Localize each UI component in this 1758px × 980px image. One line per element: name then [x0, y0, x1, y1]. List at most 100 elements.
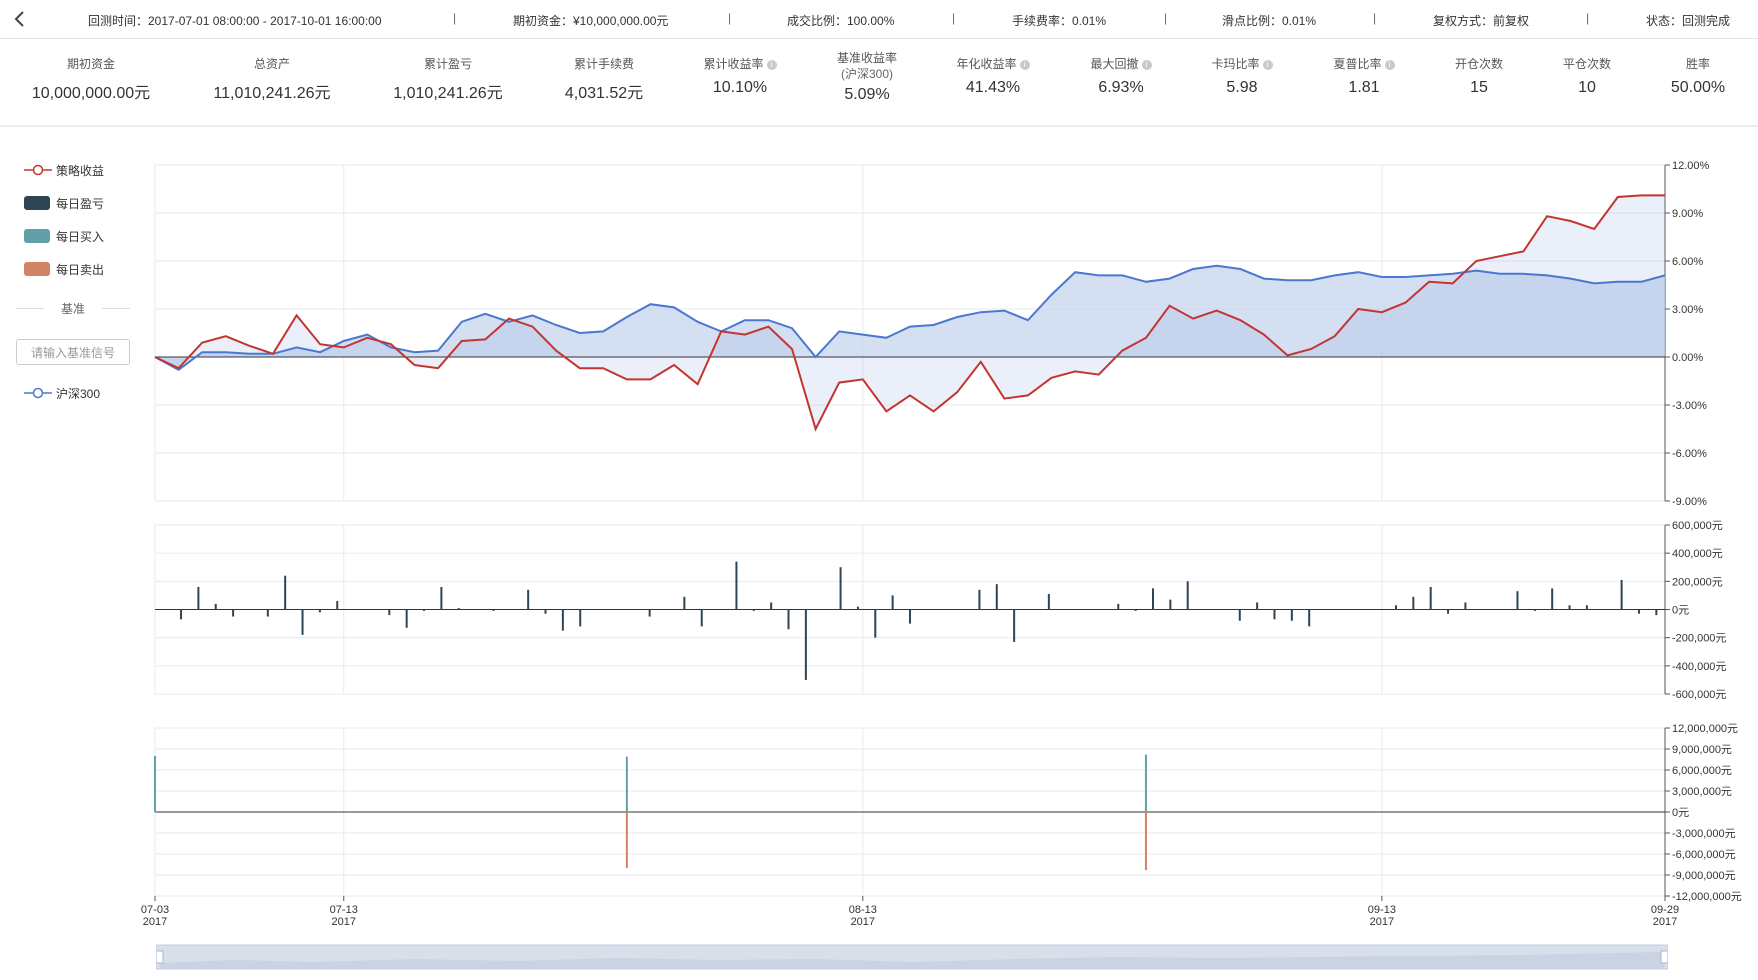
pnl-bar[interactable] — [1169, 599, 1172, 610]
pnl-bar[interactable] — [804, 609, 807, 680]
pnl-bar[interactable] — [1516, 591, 1519, 610]
pnl-bar[interactable] — [909, 609, 911, 624]
legend-daily-sell[interactable]: 每日卖出 — [24, 259, 104, 279]
pnl-bar[interactable] — [1256, 602, 1259, 610]
pnl-bar[interactable] — [457, 608, 460, 610]
pnl-bar[interactable] — [1429, 586, 1432, 610]
pnl-bar[interactable] — [284, 575, 287, 610]
slider-left-handle[interactable] — [156, 950, 164, 964]
stat-label: 期初资金 — [66, 57, 115, 71]
pnl-bar[interactable] — [856, 606, 859, 610]
pnl-bar[interactable] — [1238, 609, 1241, 621]
pnl-bar[interactable] — [232, 609, 235, 617]
info-icon[interactable]: i — [1384, 59, 1395, 70]
y-axis-tick-label: 12,000,000元 — [1672, 723, 1738, 735]
pnl-bar[interactable] — [440, 586, 443, 610]
pnl-bar[interactable] — [1134, 609, 1137, 611]
legend-label: 每日卖出 — [56, 262, 105, 277]
info-icon[interactable]: i — [1262, 59, 1273, 70]
pnl-bar[interactable] — [839, 567, 842, 610]
pnl-bar[interactable] — [1655, 609, 1658, 616]
slider-right-handle[interactable] — [1660, 950, 1668, 964]
pnl-bar[interactable] — [336, 601, 339, 610]
pnl-bar[interactable] — [579, 609, 582, 627]
legend-benchmark[interactable]: 沪深300 — [24, 383, 100, 403]
legend-strategy[interactable]: 策略收益 — [24, 160, 104, 180]
sell-bar[interactable] — [625, 812, 628, 868]
pnl-bar[interactable] — [1412, 596, 1415, 610]
pnl-bar[interactable] — [995, 584, 998, 610]
pnl-bar[interactable] — [561, 609, 564, 631]
pnl-bar[interactable] — [492, 609, 495, 611]
pnl-bar[interactable] — [700, 609, 703, 627]
pnl-bar[interactable] — [1047, 594, 1050, 610]
pnl-bar[interactable] — [1308, 609, 1311, 627]
pnl-bar[interactable] — [388, 609, 391, 616]
line-marker-icon — [24, 164, 52, 176]
chevron-left-icon — [14, 11, 24, 27]
pnl-bar[interactable] — [1447, 609, 1450, 614]
pnl-bar[interactable] — [1186, 581, 1189, 610]
pnl-bar[interactable] — [1551, 588, 1554, 610]
pnl-bar[interactable] — [1568, 605, 1571, 610]
stat-value: 4,031.52元 — [564, 85, 644, 102]
pnl-bar[interactable] — [197, 586, 200, 610]
pnl-bar[interactable] — [180, 609, 183, 620]
pnl-bar[interactable] — [770, 602, 773, 610]
backtest-period: 回测时间：2017-07-01 08:00:00 - 2017-10-01 16… — [88, 14, 382, 28]
info-icon[interactable]: i — [1019, 59, 1030, 70]
legend-daily-pnl[interactable]: 每日盈亏 — [24, 193, 104, 213]
strategy-line[interactable] — [154, 194, 1665, 432]
stat-label: 胜率 — [1685, 57, 1710, 71]
benchmark-line[interactable] — [154, 264, 1666, 371]
zoom-slider[interactable] — [156, 943, 1668, 971]
pnl-bar[interactable] — [527, 589, 530, 610]
pnl-bar[interactable] — [787, 609, 790, 630]
stat-label: 开仓次数 — [1454, 57, 1503, 71]
pnl-bar[interactable] — [1394, 605, 1397, 610]
y-axis-tick-label: 600,000元 — [1672, 520, 1723, 532]
pnl-bar[interactable] — [1585, 605, 1588, 610]
pnl-bar[interactable] — [1013, 609, 1016, 642]
back-button[interactable] — [6, 4, 32, 34]
buy-bar[interactable] — [625, 756, 628, 812]
pnl-bar[interactable] — [1151, 588, 1154, 610]
pnl-bar[interactable] — [423, 609, 426, 611]
pnl-bar[interactable] — [752, 609, 755, 611]
pnl-bar[interactable] — [735, 561, 738, 610]
pnl-bar[interactable] — [405, 609, 408, 628]
pnl-bar[interactable] — [1464, 602, 1467, 610]
pnl-bar[interactable] — [648, 609, 651, 617]
y-axis-tick-label: 0元 — [1672, 605, 1689, 617]
pnl-bar[interactable] — [301, 609, 304, 635]
buy-bar[interactable] — [154, 756, 156, 812]
pnl-bar[interactable] — [683, 596, 686, 610]
stat-value: 5.09% — [844, 86, 890, 103]
info-icon[interactable]: i — [1141, 59, 1152, 70]
benchmark-input[interactable]: 请输入基准信号 — [16, 339, 130, 365]
pnl-bar[interactable] — [266, 609, 269, 617]
y-axis-tick-label: -9.00% — [1672, 496, 1707, 508]
pnl-bar[interactable] — [874, 609, 877, 638]
info-icon[interactable]: i — [766, 59, 777, 70]
pnl-bar[interactable] — [1620, 579, 1623, 610]
legend-daily-buy[interactable]: 每日买入 — [24, 226, 104, 246]
pnl-bar[interactable] — [891, 595, 894, 610]
pnl-bar[interactable] — [214, 603, 217, 610]
pnl-bar[interactable] — [978, 589, 981, 610]
pnl-bar[interactable] — [1637, 609, 1640, 614]
pnl-bar[interactable] — [1290, 609, 1293, 621]
y-axis-tick-label: -600,000元 — [1672, 689, 1726, 701]
x-axis-tick-label: 09-13 — [1368, 904, 1396, 916]
y-axis-tick-label: -9,000,000元 — [1672, 870, 1736, 882]
pnl-bar[interactable] — [318, 609, 321, 613]
pnl-bar[interactable] — [1273, 609, 1276, 620]
sell-bar[interactable] — [1144, 812, 1147, 871]
pnl-bar[interactable] — [544, 609, 547, 614]
pnl-bar[interactable] — [1117, 603, 1120, 610]
buy-bar[interactable] — [1144, 754, 1147, 812]
pnl-bar[interactable] — [1533, 609, 1536, 611]
stat-max-drawdown: 最大回撤 i 6.93% — [1046, 39, 1196, 97]
backtest-chart[interactable]: 12.00% 9.00% 6.00% 3.00% 0.00% -3.00% -6.00% -9… — [0, 125, 1758, 980]
stat-value: 6.93% — [1098, 79, 1144, 96]
